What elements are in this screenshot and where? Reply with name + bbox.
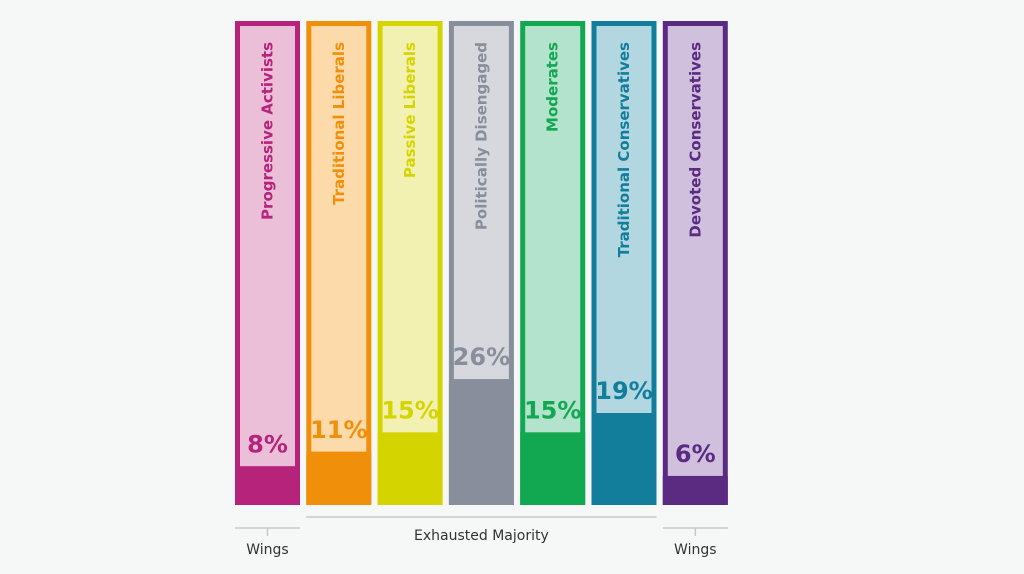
category-label: Politically Disengaged xyxy=(472,42,490,230)
category-label: Progressive Activists xyxy=(259,42,277,220)
bar-background xyxy=(453,26,509,380)
bar-background xyxy=(525,26,581,433)
value-label: 26% xyxy=(453,343,510,371)
bar-background xyxy=(667,26,723,476)
category-label: Passive Liberals xyxy=(401,42,419,178)
bar xyxy=(377,432,443,505)
bar xyxy=(520,432,586,505)
bar-background xyxy=(382,26,438,433)
bar xyxy=(235,466,300,505)
value-label: 15% xyxy=(381,396,438,424)
value-label: 11% xyxy=(310,416,367,444)
bar xyxy=(306,451,372,505)
group-label: Wings xyxy=(246,542,288,558)
bar xyxy=(591,413,657,505)
value-label: 19% xyxy=(595,377,652,405)
group-label: Exhausted Majority xyxy=(414,528,549,544)
value-label: 8% xyxy=(247,430,288,458)
bar-background xyxy=(311,26,367,452)
category-label: Traditional Conservatives xyxy=(615,42,633,257)
category-label: Traditional Liberals xyxy=(330,42,348,205)
category-label: Devoted Conservatives xyxy=(686,42,704,238)
category-label: Moderates xyxy=(544,42,562,132)
bar-background xyxy=(240,26,295,467)
value-label: 15% xyxy=(524,396,581,424)
group-label: Wings xyxy=(674,542,716,558)
value-label: 6% xyxy=(675,440,716,468)
bar xyxy=(662,475,728,505)
bar-background xyxy=(596,26,652,414)
bar xyxy=(448,379,514,505)
